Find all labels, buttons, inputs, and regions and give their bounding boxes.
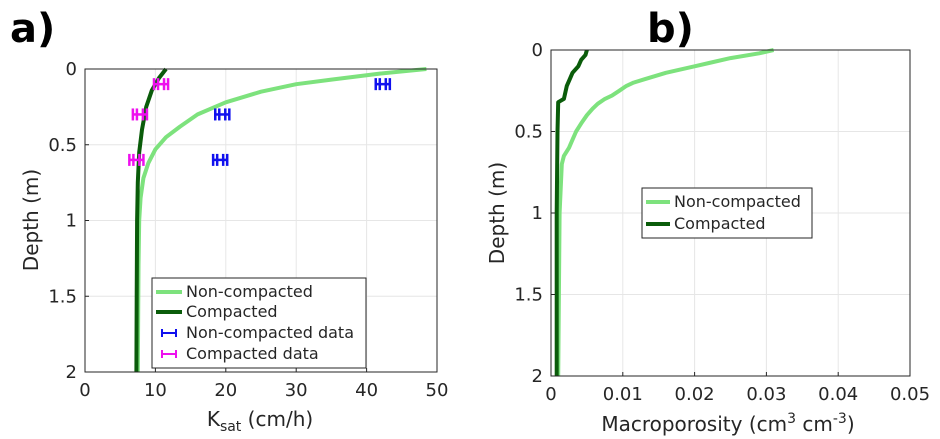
- panel-a-curves: [128, 67, 427, 373]
- panel-b-y-tick-label: 0.5: [514, 122, 543, 143]
- panel-b-x-axis-title: Macroporosity (cm3 cm-3): [601, 411, 854, 436]
- panel-b-y-tick-label: 0: [532, 40, 543, 61]
- panel-a-legend: Non-compacted Compacted Non-compacted da…: [151, 277, 367, 369]
- panel-a-y-ticks: 0 0.5 1 1.5 2: [48, 59, 89, 383]
- panel-a-x-tick-label: 20: [214, 380, 237, 401]
- legend-swatch-compacted-data: [161, 350, 177, 358]
- panel-a-x-ticks: 0 10 20 30 40 50: [79, 368, 448, 401]
- panel-b-x-axis-title-main: Macroporosity (cm: [601, 412, 787, 436]
- panel-a-point-non-compacted-data: [374, 78, 392, 91]
- panel-a-y-tick-label: 2: [66, 362, 77, 383]
- legend-label-compacted: Compacted: [186, 302, 278, 321]
- panel-b-x-ticks: 0 0.01 0.02 0.03 0.04 0.05: [545, 372, 930, 405]
- panel-b-label: b): [647, 6, 694, 52]
- panel-a-x-axis-title: Ksat (cm/h): [207, 407, 313, 435]
- panel-a-chart: a) 0 10 20 30 40 50 0 0.5 1 1.5 2 Ksat (cm/h) Dep…: [10, 6, 448, 435]
- panel-a-x-axis-title-sub: sat: [220, 419, 242, 435]
- panel-b-series-compacted: [554, 49, 589, 376]
- legend-label-b-non-compacted: Non-compacted: [674, 192, 801, 211]
- panel-a-x-axis-title-main: K: [207, 407, 221, 431]
- panel-b-y-tick-label: 1.5: [514, 285, 543, 306]
- panel-b-x-tick-label: 0.02: [675, 384, 715, 405]
- legend-label-non-compacted-data: Non-compacted data: [186, 323, 354, 342]
- panel-a-y-tick-label: 0: [66, 59, 77, 80]
- panel-b-legend: Non-compacted Compacted: [641, 187, 813, 239]
- panel-a-y-tick-label: 1: [66, 211, 77, 232]
- legend-entry-non-compacted-data: Non-compacted data: [161, 323, 354, 342]
- legend-swatch-non-compacted-data: [161, 329, 177, 337]
- panel-b-x-tick-label: 0.05: [890, 384, 930, 405]
- panel-a-y-axis-title: Depth (m): [19, 169, 43, 271]
- panel-a-x-tick-label: 40: [355, 380, 378, 401]
- legend-label-non-compacted: Non-compacted: [186, 282, 313, 301]
- panel-b-x-tick-label: 0: [545, 384, 556, 405]
- panel-b-x-tick-label: 0.03: [746, 384, 786, 405]
- panel-a-point-compacted-data: [128, 153, 145, 166]
- panel-a-x-tick-label: 30: [285, 380, 308, 401]
- panel-a-legend-box: [151, 277, 367, 369]
- legend-entry-compacted-data: Compacted data: [161, 344, 319, 363]
- panel-b-x-tick-label: 0.04: [818, 384, 858, 405]
- panel-a-label: a): [10, 6, 55, 52]
- panel-a-x-axis-title-unit: (cm/h): [248, 407, 314, 431]
- panel-a-point-non-compacted-data: [213, 108, 231, 121]
- panel-a-y-tick-label: 1.5: [48, 286, 77, 307]
- panel-a-point-non-compacted-data: [211, 153, 229, 166]
- panel-b-y-axis-title: Depth (m): [485, 162, 509, 264]
- legend-entry-non-compacted: Non-compacted: [156, 282, 313, 301]
- panel-a-x-tick-label: 50: [426, 380, 449, 401]
- panel-b-y-ticks: 0 0.5 1 1.5 2: [514, 40, 555, 387]
- legend-entry-b-non-compacted: Non-compacted: [646, 192, 801, 211]
- panel-b-x-axis-title-mid: cm: [796, 412, 833, 436]
- legend-entry-b-compacted: Compacted: [646, 214, 766, 233]
- legend-entry-compacted: Compacted: [156, 302, 278, 321]
- panel-b-legend-box: [641, 187, 813, 239]
- panel-b-y-tick-label: 2: [532, 366, 543, 387]
- panel-a-x-tick-label: 0: [79, 380, 90, 401]
- panel-b-chart: b) 0 0.01 0.02 0.03 0.04 0.05 0 0.5 1 1.5 2 Macro…: [485, 6, 930, 436]
- panel-b-series-non-compacted: [556, 48, 775, 377]
- legend-label-compacted-data: Compacted data: [186, 344, 319, 363]
- panel-b-x-axis-title-sup1: 3: [787, 411, 796, 427]
- panel-b-curves: [554, 48, 775, 377]
- panel-b-y-tick-label: 1: [532, 203, 543, 224]
- panel-a-point-compacted-data: [152, 78, 170, 91]
- panel-b-x-axis-title-sup2: -3: [833, 411, 847, 427]
- legend-label-b-compacted: Compacted: [674, 214, 766, 233]
- panel-a-y-tick-label: 0.5: [48, 135, 77, 156]
- panel-b-x-axis-title-end: ): [847, 412, 855, 436]
- panel-a-x-tick-label: 10: [144, 380, 167, 401]
- panel-a-point-compacted-data: [131, 108, 149, 121]
- panel-b-x-tick-label: 0.01: [603, 384, 643, 405]
